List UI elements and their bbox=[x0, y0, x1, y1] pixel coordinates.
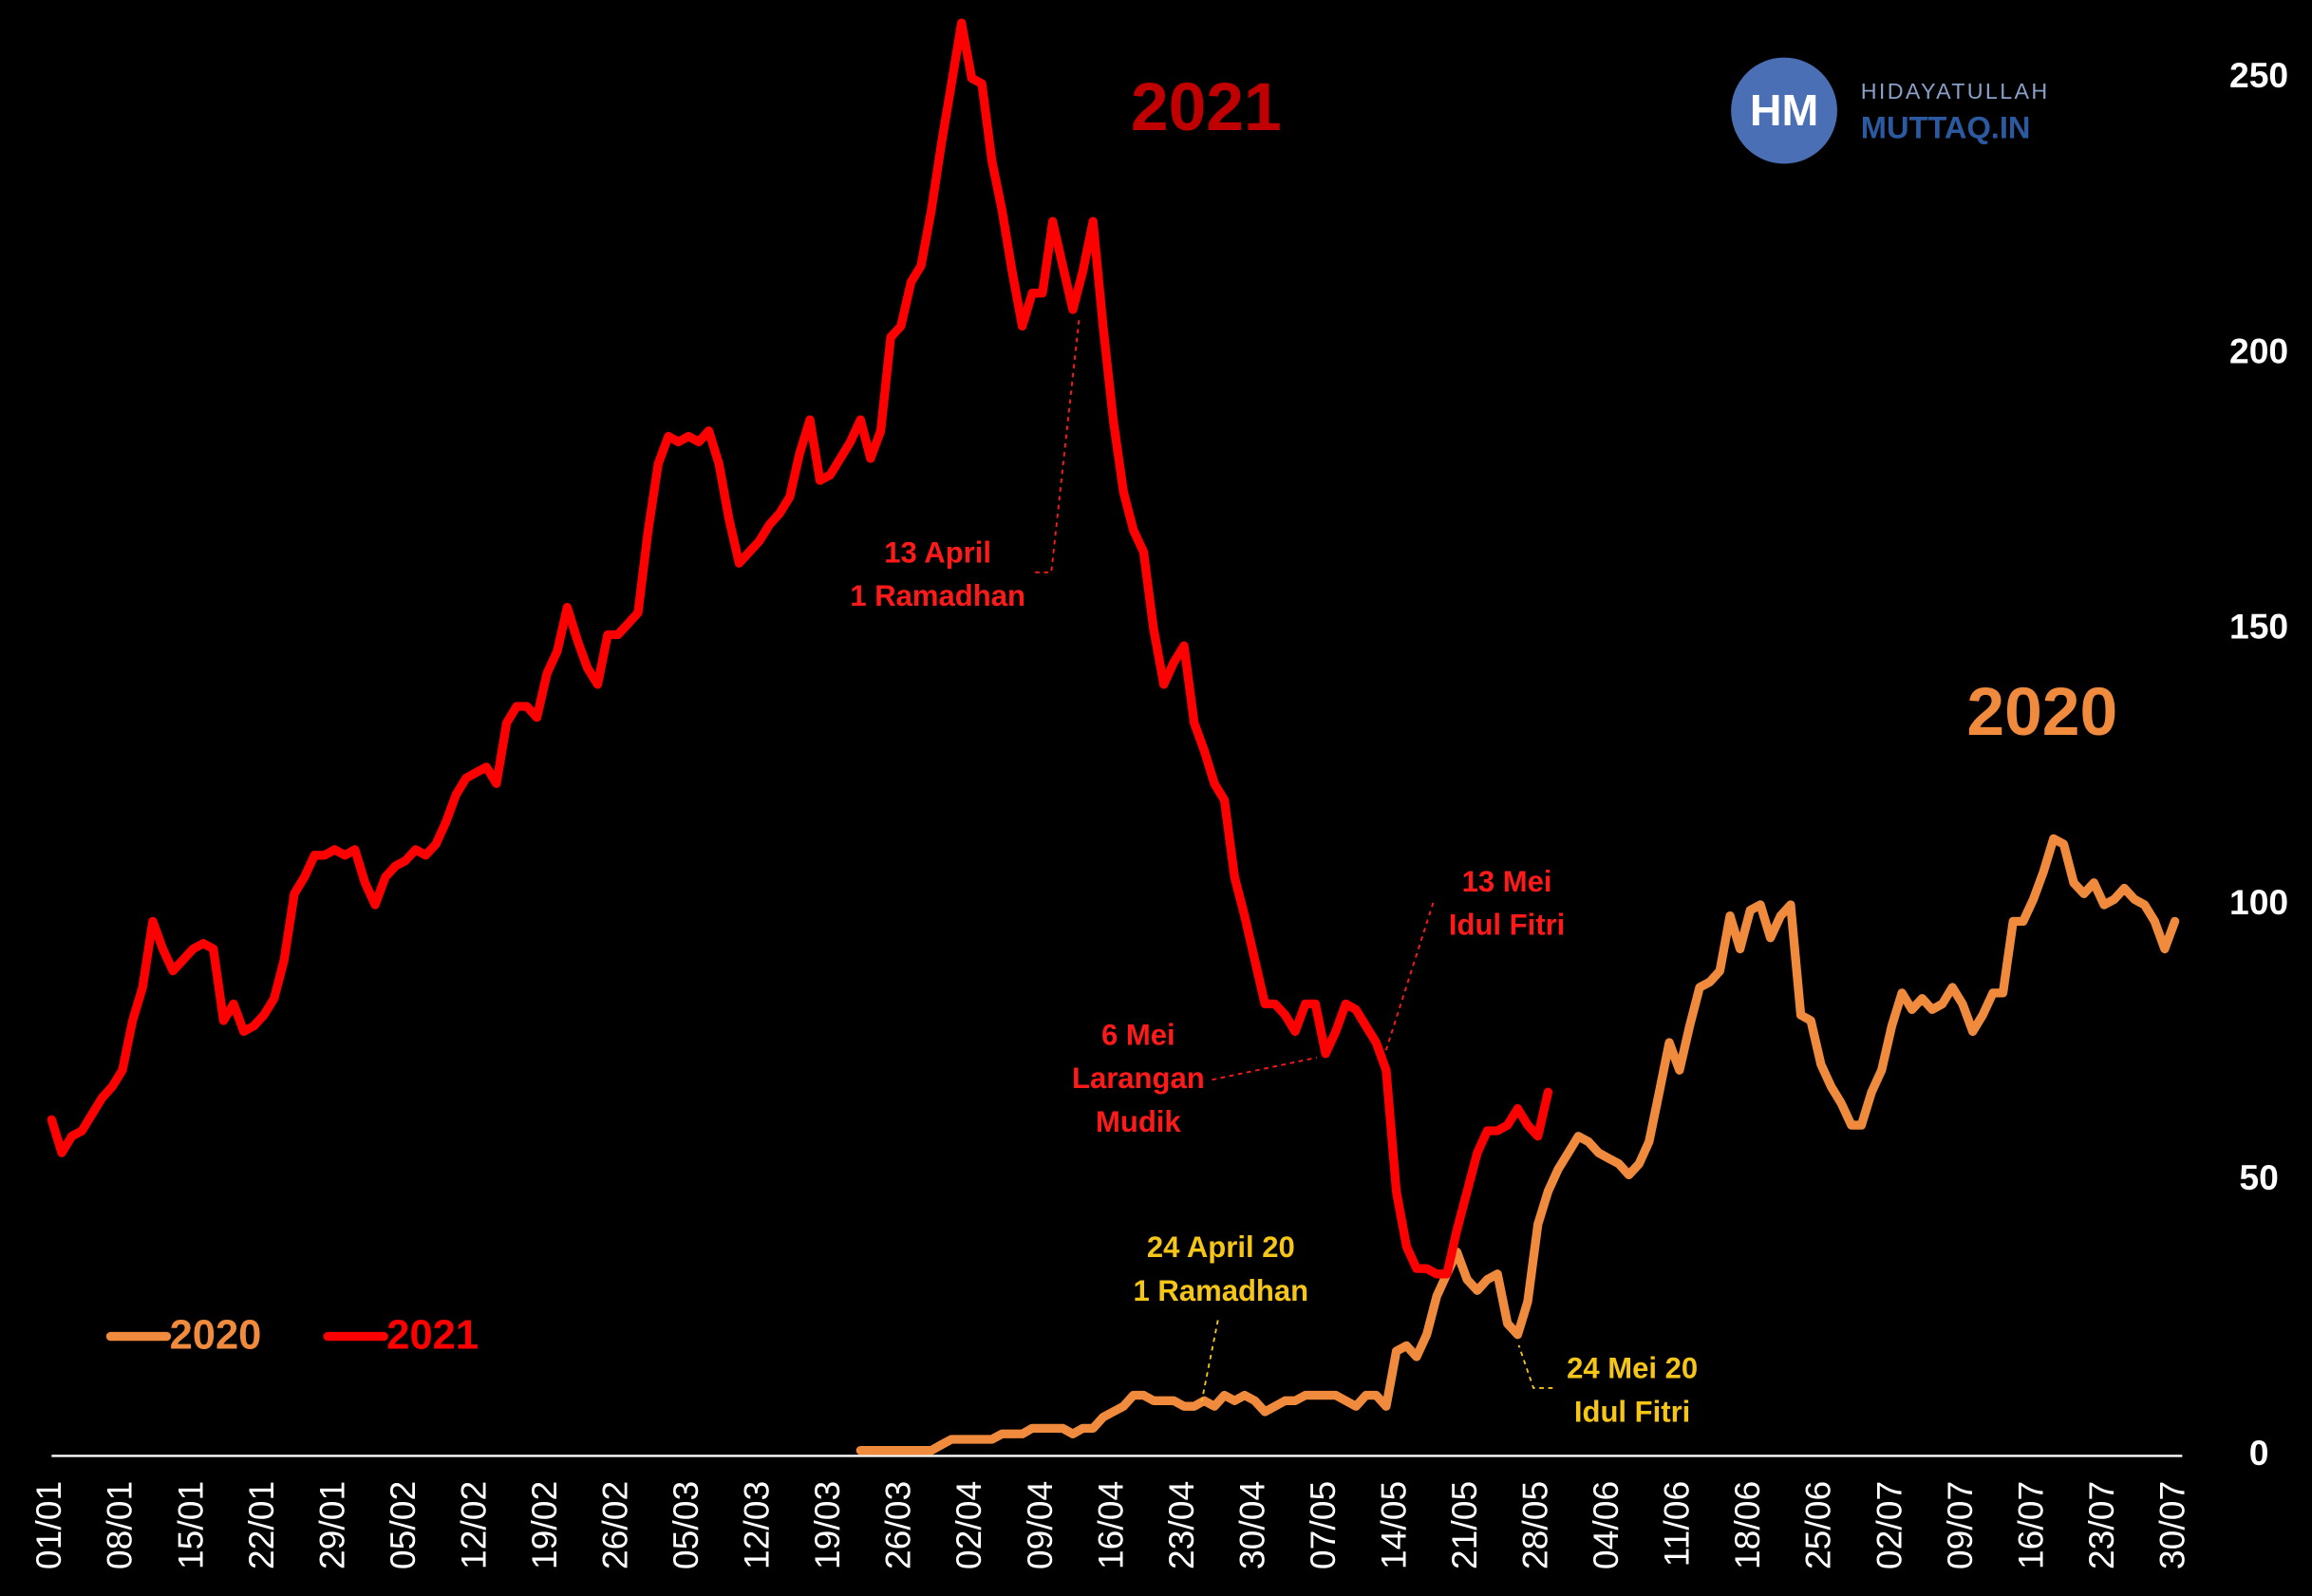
x-tick-label: 12/03 bbox=[737, 1481, 777, 1569]
x-tick-label: 30/04 bbox=[1231, 1481, 1271, 1569]
x-tick-label: 16/07 bbox=[2010, 1481, 2050, 1569]
annotation-leader bbox=[1517, 1344, 1553, 1389]
annotation-text: 1 Ramadhan bbox=[1134, 1274, 1309, 1307]
series-label: 2020 bbox=[1966, 674, 2117, 750]
y-tick-label: 0 bbox=[2249, 1433, 2269, 1473]
y-tick-label: 150 bbox=[2229, 607, 2288, 647]
annotation-text: Mudik bbox=[1096, 1105, 1181, 1138]
y-tick-label: 50 bbox=[2239, 1157, 2278, 1197]
x-tick-label: 19/02 bbox=[524, 1481, 564, 1569]
x-tick-label: 21/05 bbox=[1444, 1481, 1484, 1569]
x-tick-label: 02/07 bbox=[1869, 1481, 1908, 1569]
annotation-text: Idul Fitri bbox=[1449, 909, 1565, 942]
x-tick-label: 08/01 bbox=[100, 1481, 140, 1569]
x-tick-label: 09/07 bbox=[1940, 1481, 1980, 1569]
x-tick-label: 09/04 bbox=[1020, 1481, 1060, 1569]
x-tick-label: 18/06 bbox=[1727, 1481, 1767, 1569]
x-tick-label: 29/01 bbox=[311, 1481, 351, 1569]
series-line bbox=[47, 18, 1553, 1279]
x-tick-label: 12/02 bbox=[453, 1481, 493, 1569]
annotation-text: 6 Mei bbox=[1101, 1018, 1175, 1051]
annotation-text: 1 Ramadhan bbox=[850, 579, 1025, 612]
annotation-leader bbox=[1035, 316, 1081, 573]
x-tick-label: 11/06 bbox=[1657, 1481, 1697, 1568]
y-tick-label: 100 bbox=[2229, 882, 2288, 922]
x-tick-label: 25/06 bbox=[1798, 1481, 1838, 1569]
annotation-text: Larangan bbox=[1072, 1061, 1205, 1095]
x-tick-label: 26/03 bbox=[878, 1481, 918, 1569]
y-tick-label: 250 bbox=[2229, 55, 2288, 95]
logo-line1: HIDAYATULLAH bbox=[1861, 79, 2050, 103]
annotation-text: 24 Mei 20 bbox=[1567, 1351, 1698, 1384]
x-tick-label: 28/05 bbox=[1515, 1481, 1555, 1569]
annotation-text: Idul Fitri bbox=[1574, 1395, 1690, 1428]
legend-label: 2021 bbox=[386, 1313, 479, 1359]
x-tick-label: 22/01 bbox=[241, 1481, 281, 1569]
x-tick-label: 23/04 bbox=[1161, 1481, 1201, 1569]
x-tick-label: 15/01 bbox=[170, 1481, 210, 1569]
series-label: 2021 bbox=[1131, 69, 1282, 145]
x-tick-label: 19/03 bbox=[807, 1481, 847, 1569]
x-tick-label: 05/03 bbox=[666, 1481, 705, 1569]
x-tick-label: 26/02 bbox=[595, 1481, 635, 1569]
x-tick-label: 02/04 bbox=[949, 1481, 988, 1569]
x-tick-label: 23/07 bbox=[2081, 1481, 2121, 1569]
x-tick-label: 16/04 bbox=[1090, 1481, 1130, 1569]
annotation-text: 13 April bbox=[884, 535, 991, 569]
x-tick-label: 30/07 bbox=[2152, 1481, 2191, 1569]
logo-circle bbox=[1731, 57, 1837, 164]
x-tick-label: 07/05 bbox=[1303, 1481, 1343, 1569]
logo-line2: MUTTAQ.IN bbox=[1861, 109, 2031, 144]
x-tick-label: 04/06 bbox=[1586, 1481, 1626, 1569]
x-tick-label: 05/02 bbox=[383, 1481, 423, 1569]
series-line bbox=[855, 834, 2180, 1455]
annotation-text: 13 Mei bbox=[1462, 865, 1552, 898]
x-tick-label: 14/05 bbox=[1373, 1481, 1413, 1569]
logo-initials: HM bbox=[1750, 85, 1818, 135]
x-tick-label: 01/01 bbox=[28, 1481, 68, 1569]
annotation-text: 24 April 20 bbox=[1147, 1230, 1295, 1264]
legend-label: 2020 bbox=[170, 1313, 262, 1359]
annotation-leader bbox=[1212, 1057, 1317, 1081]
y-tick-label: 200 bbox=[2229, 330, 2288, 370]
